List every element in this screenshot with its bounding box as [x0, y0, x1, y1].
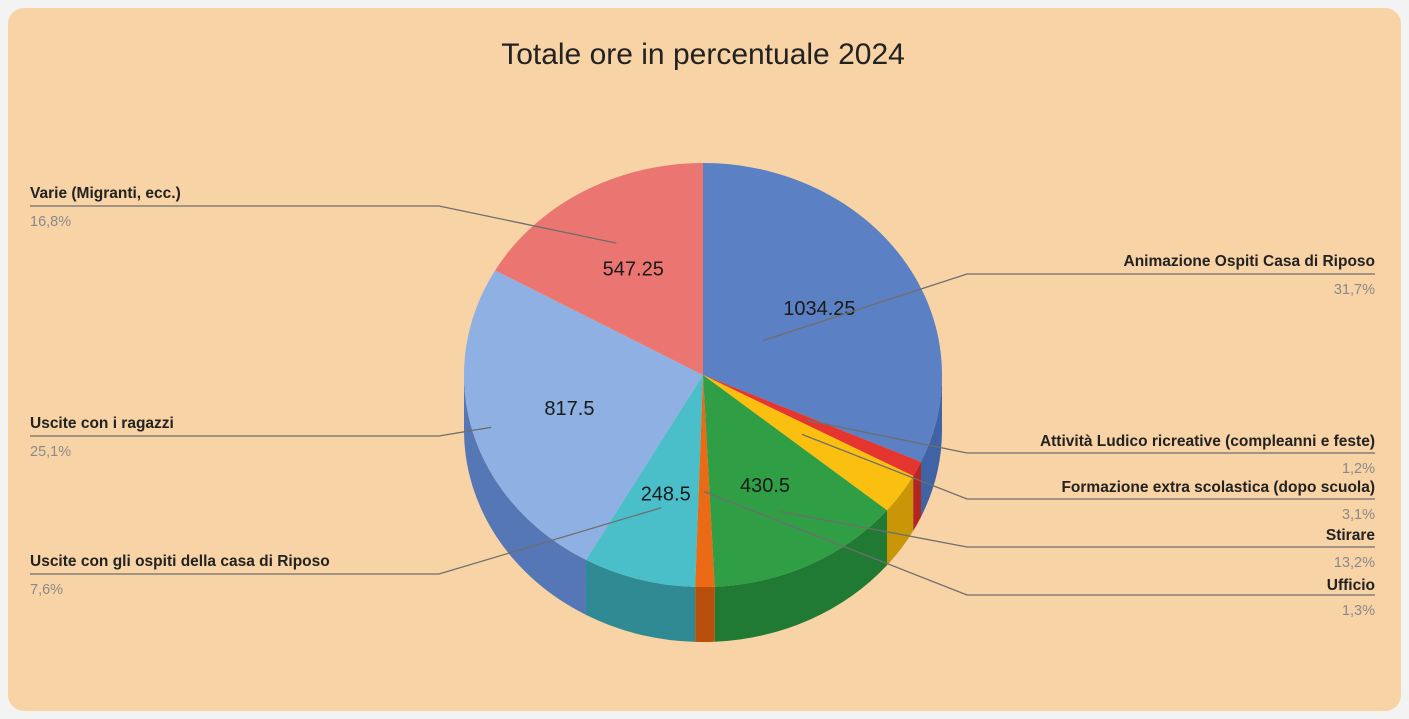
- slice-label-animazione-ospiti-casa-di-riposo: Animazione Ospiti Casa di Riposo: [1124, 253, 1375, 270]
- slice-percent-attivita-ludico-ricreative-compleanni-e-feste: 1,2%: [1342, 461, 1375, 477]
- slice-value-uscite-con-i-ragazzi: 817.5: [544, 398, 594, 420]
- leader-line-uscite-con-i-ragazzi: [30, 426, 492, 437]
- slice-percent-stirare: 13,2%: [1334, 555, 1375, 571]
- chart-card: Totale ore in percentuale 2024 1034.25 43…: [8, 8, 1401, 711]
- pie-side-uscite-con-gli-ospiti-della-casa-di-riposo: [585, 559, 696, 642]
- pie-side-uscite-con-i-ragazzi: [464, 375, 586, 615]
- slice-labels: Animazione Ospiti Casa di Riposo 31,7% Att…: [30, 185, 1375, 619]
- slice-label-formazione-extra-scolastica-dopo-scuola: Formazione extra scolastica (dopo scuola…: [1061, 479, 1375, 496]
- leader-line-varie-migranti-ecc: [30, 205, 617, 244]
- pie-slice-animazione-ospiti-casa-di-riposo: [703, 163, 942, 462]
- slice-percent-ufficio: 1,3%: [1342, 603, 1375, 619]
- leader-lines: [30, 205, 1375, 596]
- slice-value-animazione-ospiti-casa-di-riposo: 1034.25: [783, 298, 855, 320]
- pie-slice-attivita-ludico-ricreative-compleanni-e-feste: [703, 375, 922, 476]
- pie-slice-uscite-con-gli-ospiti-della-casa-di-riposo: [585, 375, 703, 587]
- pie-slice-varie-migranti-ecc: [495, 163, 703, 375]
- leader-line-animazione-ospiti-casa-di-riposo: [762, 273, 1375, 342]
- slice-value-uscite-con-gli-ospiti-della-casa-di-riposo: 248.5: [641, 483, 691, 505]
- pie-slice-uscite-con-i-ragazzi: [464, 270, 703, 560]
- pie-side-stirare: [714, 510, 888, 642]
- slice-percent-formazione-extra-scolastica-dopo-scuola: 3,1%: [1342, 507, 1375, 523]
- pie-depth: [464, 375, 942, 642]
- slice-percent-varie-migranti-ecc: 16,8%: [30, 214, 71, 230]
- chart-title: Totale ore in percentuale 2024: [501, 38, 905, 71]
- slice-values: 1034.25 430.5 248.5 817.5 547.25: [544, 259, 855, 506]
- slice-label-ufficio: Ufficio: [1327, 577, 1375, 594]
- slice-percent-uscite-con-i-ragazzi: 25,1%: [30, 444, 71, 460]
- leader-line-uscite-con-gli-ospiti-della-casa-di-riposo: [30, 507, 662, 575]
- slice-label-attivita-ludico-ricreative-compleanni-e-feste: Attività Ludico ricreative (compleanni e…: [1040, 433, 1375, 450]
- slice-value-varie-migranti-ecc: 547.25: [603, 259, 664, 281]
- leader-line-stirare: [779, 510, 1375, 548]
- slice-value-stirare: 430.5: [740, 475, 790, 497]
- pie-slice-ufficio: [695, 375, 715, 587]
- pie-chart: Totale ore in percentuale 2024 1034.25 43…: [30, 38, 1375, 642]
- slice-percent-uscite-con-gli-ospiti-della-casa-di-riposo: 7,6%: [30, 582, 63, 598]
- slice-label-uscite-con-i-ragazzi: Uscite con i ragazzi: [30, 415, 174, 432]
- leader-line-attivita-ludico-ricreative-compleanni-e-feste: [805, 419, 1375, 454]
- pie-slice-stirare: [703, 375, 888, 587]
- pie-side-ufficio: [695, 586, 715, 642]
- pie-side-formazione-extra-scolastica-dopo-scuola: [887, 475, 914, 566]
- leader-line-formazione-extra-scolastica-dopo-scuola: [801, 433, 1375, 500]
- pie-slice-formazione-extra-scolastica-dopo-scuola: [703, 375, 914, 511]
- slice-percent-animazione-ospiti-casa-di-riposo: 31,7%: [1334, 282, 1375, 298]
- slice-label-stirare: Stirare: [1326, 527, 1375, 544]
- pie-slices: [464, 163, 942, 587]
- slice-label-uscite-con-gli-ospiti-della-casa-di-riposo: Uscite con gli ospiti della casa di Ripo…: [30, 553, 330, 570]
- leader-line-ufficio: [703, 490, 1375, 596]
- slice-label-varie-migranti-ecc: Varie (Migranti, ecc.): [30, 185, 181, 202]
